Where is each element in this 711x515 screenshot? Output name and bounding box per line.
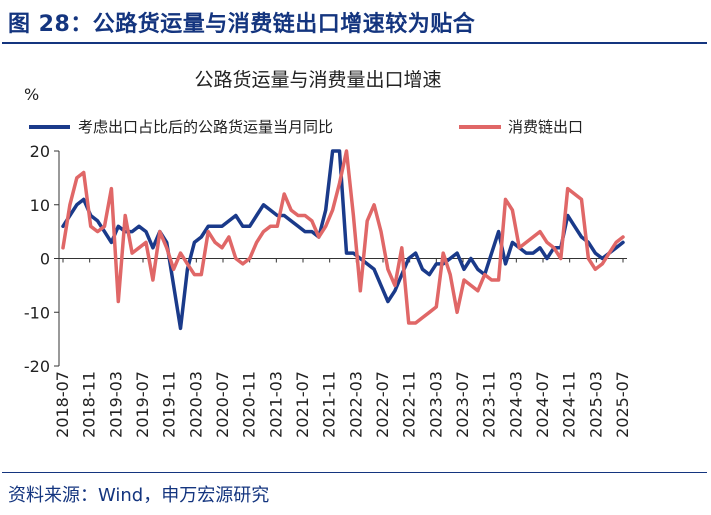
y-tick-label: -20 bbox=[24, 357, 50, 376]
x-tick-label: 2024-11 bbox=[560, 371, 579, 438]
x-tick-label: 2021-11 bbox=[320, 371, 339, 438]
x-tick-label: 2022-07 bbox=[373, 371, 392, 438]
x-tick-label: 2023-03 bbox=[426, 371, 445, 438]
x-tick-label: 2025-07 bbox=[613, 371, 632, 438]
y-tick-label: 0 bbox=[40, 250, 50, 269]
x-tick-label: 2023-07 bbox=[453, 371, 472, 438]
x-tick-label: 2019-07 bbox=[133, 371, 152, 438]
x-tick-label: 2023-11 bbox=[480, 371, 499, 438]
x-tick-label: 2020-07 bbox=[213, 371, 232, 438]
x-tick-label: 2019-11 bbox=[160, 371, 179, 438]
x-tick-label: 2020-11 bbox=[240, 371, 259, 438]
x-tick-label: 2024-07 bbox=[533, 371, 552, 438]
chart: 公路货运量与消费量出口增速 % 考虑出口占比后的公路货运量当月同比 消费链出口 … bbox=[24, 69, 632, 438]
series-lines bbox=[61, 149, 625, 331]
legend-label-series-2: 消费链出口 bbox=[508, 118, 583, 136]
source-note: 资料来源：Wind，申万宏源研究 bbox=[8, 485, 270, 506]
x-tick-label: 2022-11 bbox=[400, 371, 419, 438]
x-tick-label: 2018-07 bbox=[53, 371, 72, 438]
x-tick-label: 2021-03 bbox=[266, 371, 285, 438]
legend-label-series-1: 考虑出口占比后的公路货运量当月同比 bbox=[78, 118, 333, 136]
x-tick-label: 2021-07 bbox=[293, 371, 312, 438]
x-tick-label: 2018-11 bbox=[80, 371, 99, 438]
footer-divider bbox=[2, 472, 707, 473]
x-tick-label: 2024-03 bbox=[506, 371, 525, 438]
y-tick-label: 20 bbox=[30, 142, 50, 161]
y-tick-label: -10 bbox=[24, 303, 50, 322]
y-axis-unit: % bbox=[24, 85, 39, 104]
series-line-consumer-export bbox=[61, 149, 625, 325]
x-tick-label: 2020-03 bbox=[186, 371, 205, 438]
figure-title: 图 28：公路货运量与消费链出口增速较为贴合 bbox=[8, 12, 476, 37]
y-tick-label: 10 bbox=[30, 196, 50, 215]
x-tick-label: 2025-03 bbox=[586, 371, 605, 438]
chart-title: 公路货运量与消费量出口增速 bbox=[194, 69, 441, 91]
series-line-freight bbox=[61, 149, 625, 331]
x-tick-label: 2022-03 bbox=[346, 371, 365, 438]
x-tick-label: 2019-03 bbox=[106, 371, 125, 438]
title-divider bbox=[2, 42, 707, 44]
